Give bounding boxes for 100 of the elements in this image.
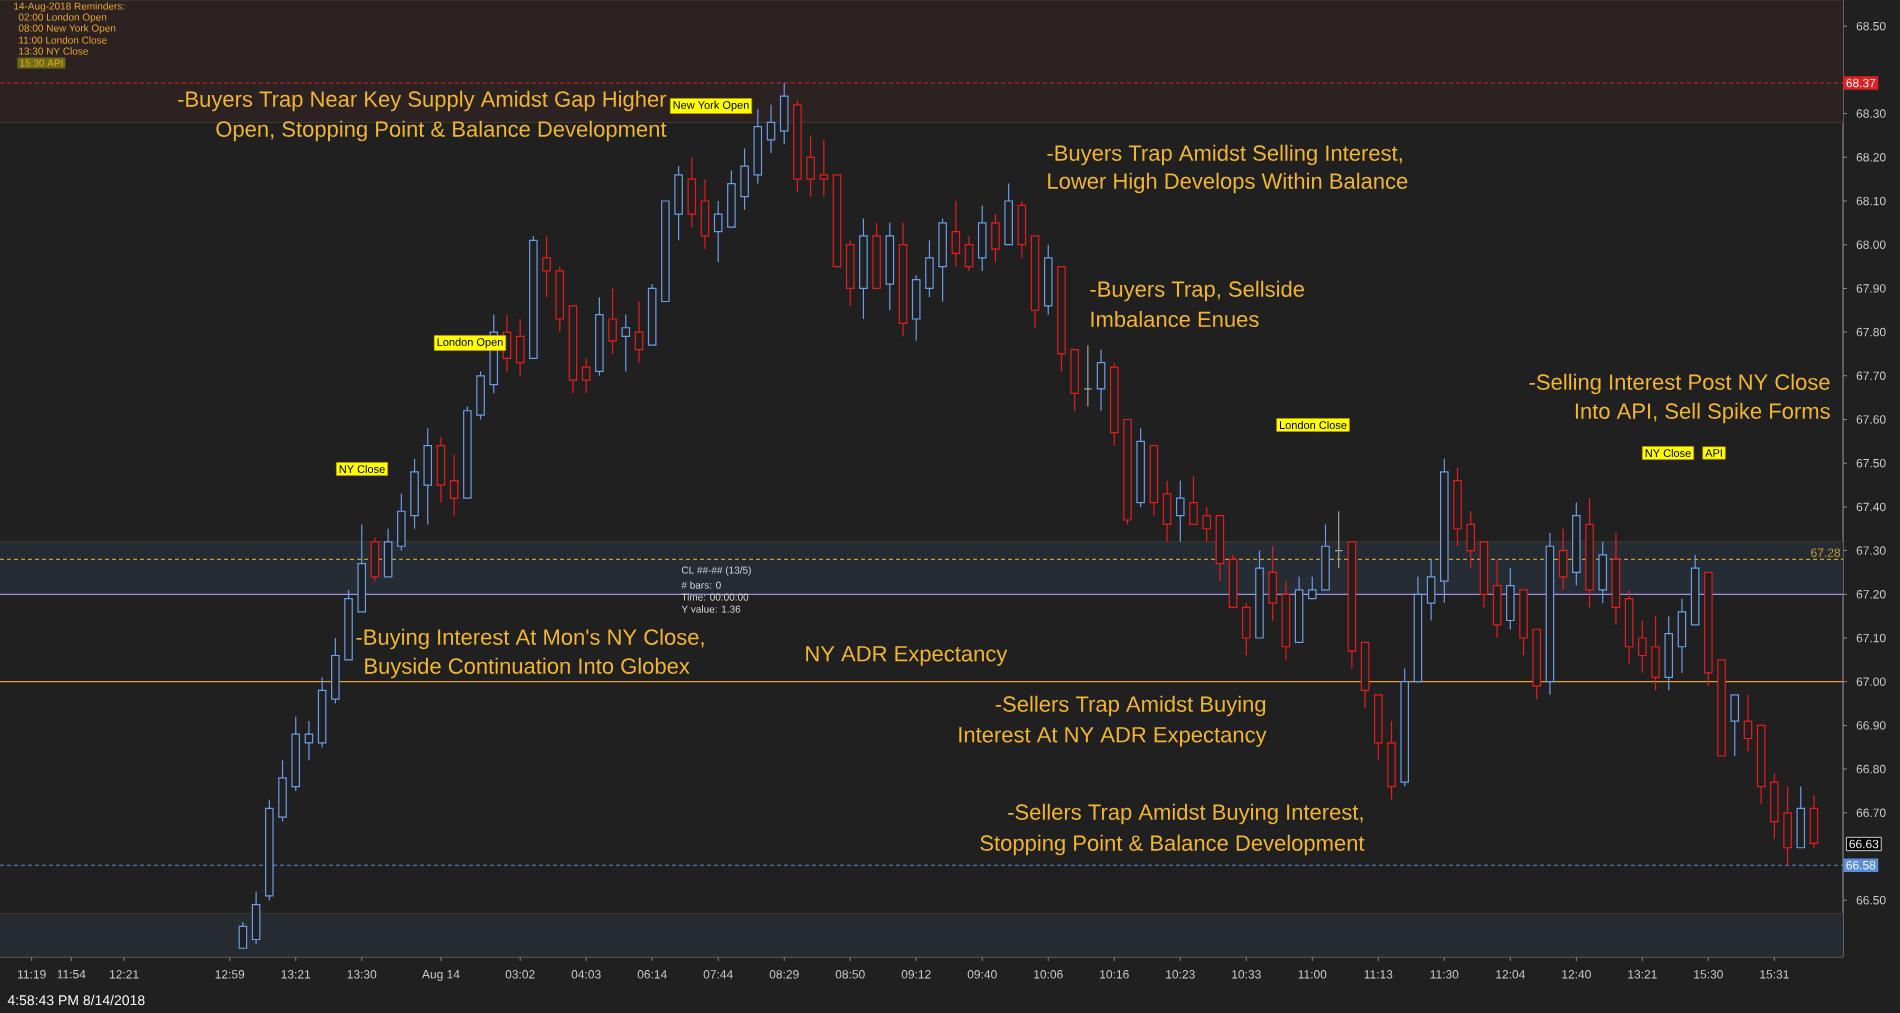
candlestick (436, 436, 446, 504)
x-tick-label: Aug 14 (421, 970, 460, 981)
annotation: API (1705, 449, 1722, 457)
annotation: London Close (1279, 420, 1347, 430)
x-tick-label: 03:02 (505, 970, 535, 979)
candlestick (1809, 794, 1819, 849)
annotation: -Buying Interest At Mon's NY Close, (356, 628, 704, 650)
annotation: NY Close (339, 464, 385, 474)
annotation: London Open (437, 337, 503, 349)
candlestick (1624, 589, 1634, 665)
candlestick (1743, 694, 1753, 753)
x-tick-label: 10:23 (1166, 970, 1195, 979)
candlestick (317, 676, 327, 748)
annotation: -Buyers Trap, Sellside (1090, 280, 1304, 302)
candlestick (1492, 558, 1502, 639)
candlestick (1611, 532, 1621, 626)
x-tick-label: 11:00 (1298, 970, 1327, 979)
y-tick-label: 68.20 (1856, 153, 1886, 162)
annotation: Open, Stopping Point & Balance Development (216, 120, 667, 142)
candlestick (251, 890, 261, 945)
y-tick-label: 66.50 (1856, 895, 1886, 905)
y-tick-label: 67.10 (1856, 633, 1886, 643)
candlestick (1558, 528, 1568, 591)
annotation: Y value: 1.36 (681, 605, 741, 613)
candlestick (1162, 480, 1172, 543)
x-tick-label: 13:21 (281, 970, 311, 979)
y-tick-label: 66.90 (1856, 721, 1886, 730)
y-tick-label: 68.50 (1856, 21, 1886, 31)
candlestick (700, 178, 710, 250)
annotation: -Sellers Trap Amidst Buying Interest, (1008, 803, 1363, 825)
ref-line-label: 66.58 (1846, 860, 1876, 870)
x-tick-label: 12:59 (215, 970, 245, 979)
annotation: 11:00 London Close (19, 36, 107, 44)
ref-line-label: 67.28 (1811, 548, 1841, 557)
annotation: 13:30 NY Close (19, 47, 88, 55)
x-tick-label: 12:21 (110, 970, 139, 979)
annotation: -Buyers Trap Amidst Selling Interest, (1047, 144, 1402, 166)
annotation: CL ##-## (13/5) (681, 566, 751, 576)
x-tick-label: 09:12 (901, 970, 931, 979)
annotation: NY ADR Expectancy (806, 646, 1008, 666)
annotation: Interest At NY ADR Expectancy (959, 727, 1267, 747)
x-tick-label: 11:54 (57, 970, 86, 979)
y-tick-label: 67.40 (1856, 502, 1886, 512)
annotation: Into API, Sell Spike Forms (1575, 402, 1830, 424)
annotation: Imbalance Enues (1091, 310, 1259, 328)
candlestick (1281, 580, 1291, 661)
candlestick (1677, 598, 1687, 674)
annotation: # bars: 0 (681, 581, 721, 589)
annotation: 14-Aug-2018 Reminders: (14, 2, 125, 12)
y-tick-label: 67.00 (1856, 677, 1886, 686)
x-tick-label: 09:40 (967, 970, 997, 979)
y-tick-label: 66.80 (1856, 764, 1886, 774)
x-tick-label: 10:06 (1034, 970, 1063, 979)
text: 66.63 (1849, 839, 1879, 849)
candlestick (542, 235, 551, 298)
y-tick-label: 67.70 (1856, 371, 1886, 381)
x-tick-label: 06:14 (637, 970, 667, 979)
annotation: Buyside Continuation Into Globex (365, 657, 690, 679)
y-tick-label: 67.90 (1856, 284, 1886, 293)
x-tick-label: 11:30 (1430, 970, 1459, 979)
y-tick-label: 67.80 (1856, 327, 1886, 337)
x-tick-label: 07:44 (703, 970, 733, 979)
y-tick-label: 68.00 (1856, 240, 1886, 249)
x-tick-label: 15:30 (1694, 970, 1723, 979)
text: 4:58:43 PM 8/14/2018 (7, 994, 145, 1006)
x-tick-label: 10:33 (1232, 970, 1261, 979)
annotation: Stopping Point & Balance Development (980, 834, 1365, 856)
x-tick-label: 12:40 (1562, 970, 1591, 979)
annotation: -Selling Interest Post NY Close (1529, 373, 1830, 395)
y-tick-label: 67.30 (1856, 546, 1886, 555)
candlestick (634, 300, 644, 364)
candlestick (1096, 348, 1106, 412)
y-tick-label: 67.60 (1856, 415, 1886, 424)
x-tick-label: 08:50 (835, 970, 865, 979)
candlestick (964, 235, 974, 272)
candlestick (1545, 532, 1555, 696)
y-tick-label: 68.30 (1856, 109, 1886, 118)
x-tick-label: 08:29 (769, 970, 799, 979)
candlestick (898, 222, 908, 338)
x-tick-label: 10:16 (1100, 970, 1129, 979)
annotation: -Buyers Trap Near Key Supply Amidst Gap Higher (178, 90, 667, 112)
candlestick (1426, 558, 1436, 622)
annotation: 15:30 API (20, 59, 63, 67)
annotation: Lower High Develops Within Balance (1048, 172, 1408, 194)
x-tick-label: 12:04 (1496, 970, 1525, 979)
x-tick-label: 13:30 (347, 970, 377, 979)
annotation: NY Close (1645, 448, 1691, 458)
y-tick-label: 67.20 (1856, 590, 1886, 599)
annotation: New York Open (673, 100, 749, 112)
x-tick-label: 11:19 (18, 970, 46, 979)
annotation: -Sellers Trap Amidst Buying (995, 695, 1266, 717)
x-tick-label: 15:31 (1760, 970, 1789, 979)
annotation: Time: 00:00:00 (681, 593, 749, 601)
x-tick-label: 11:13 (1364, 970, 1393, 979)
y-tick-label: 67.50 (1856, 458, 1886, 468)
candlestick (370, 536, 380, 582)
y-tick-label: 66.70 (1856, 808, 1886, 818)
y-tick-label: 68.10 (1856, 196, 1886, 206)
annotation: 08:00 New York Open (18, 24, 116, 34)
annotation: 02:00 London Open (18, 13, 107, 23)
